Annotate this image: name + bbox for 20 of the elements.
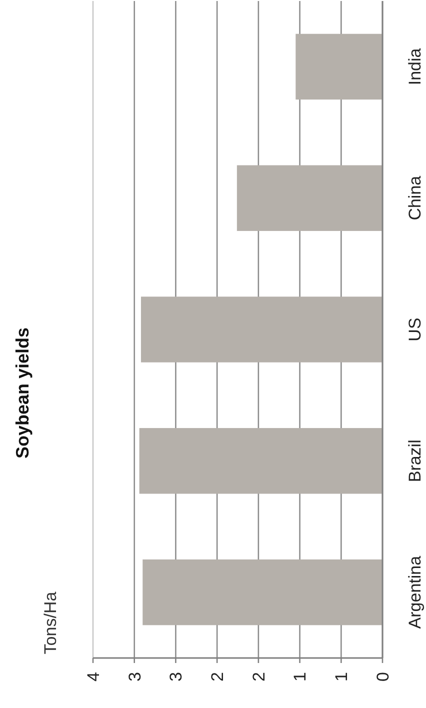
x-tick-label: 1 xyxy=(332,672,352,682)
y-tick-label: Brazil xyxy=(405,440,424,482)
x-tick-label: 2 xyxy=(208,672,228,682)
bar xyxy=(236,165,382,231)
x-tick-label: 2 xyxy=(249,672,268,682)
bar xyxy=(140,296,382,362)
y-tick-label: China xyxy=(405,175,424,220)
y-tick-label: Argentina xyxy=(405,555,424,629)
y-tick-label: US xyxy=(405,318,424,342)
text: Soybean yields xyxy=(12,327,32,459)
x-tick-label: 4 xyxy=(84,672,103,682)
bar xyxy=(142,559,382,626)
text: Tons/Ha xyxy=(40,591,60,654)
bar xyxy=(296,34,382,100)
x-tick-label: 1 xyxy=(290,672,310,682)
x-tick-label: 3 xyxy=(166,672,186,682)
bar xyxy=(139,428,382,494)
x-tick-label: 0 xyxy=(373,672,392,682)
x-tick-label: 3 xyxy=(125,672,144,682)
y-tick-label: India xyxy=(405,48,424,86)
